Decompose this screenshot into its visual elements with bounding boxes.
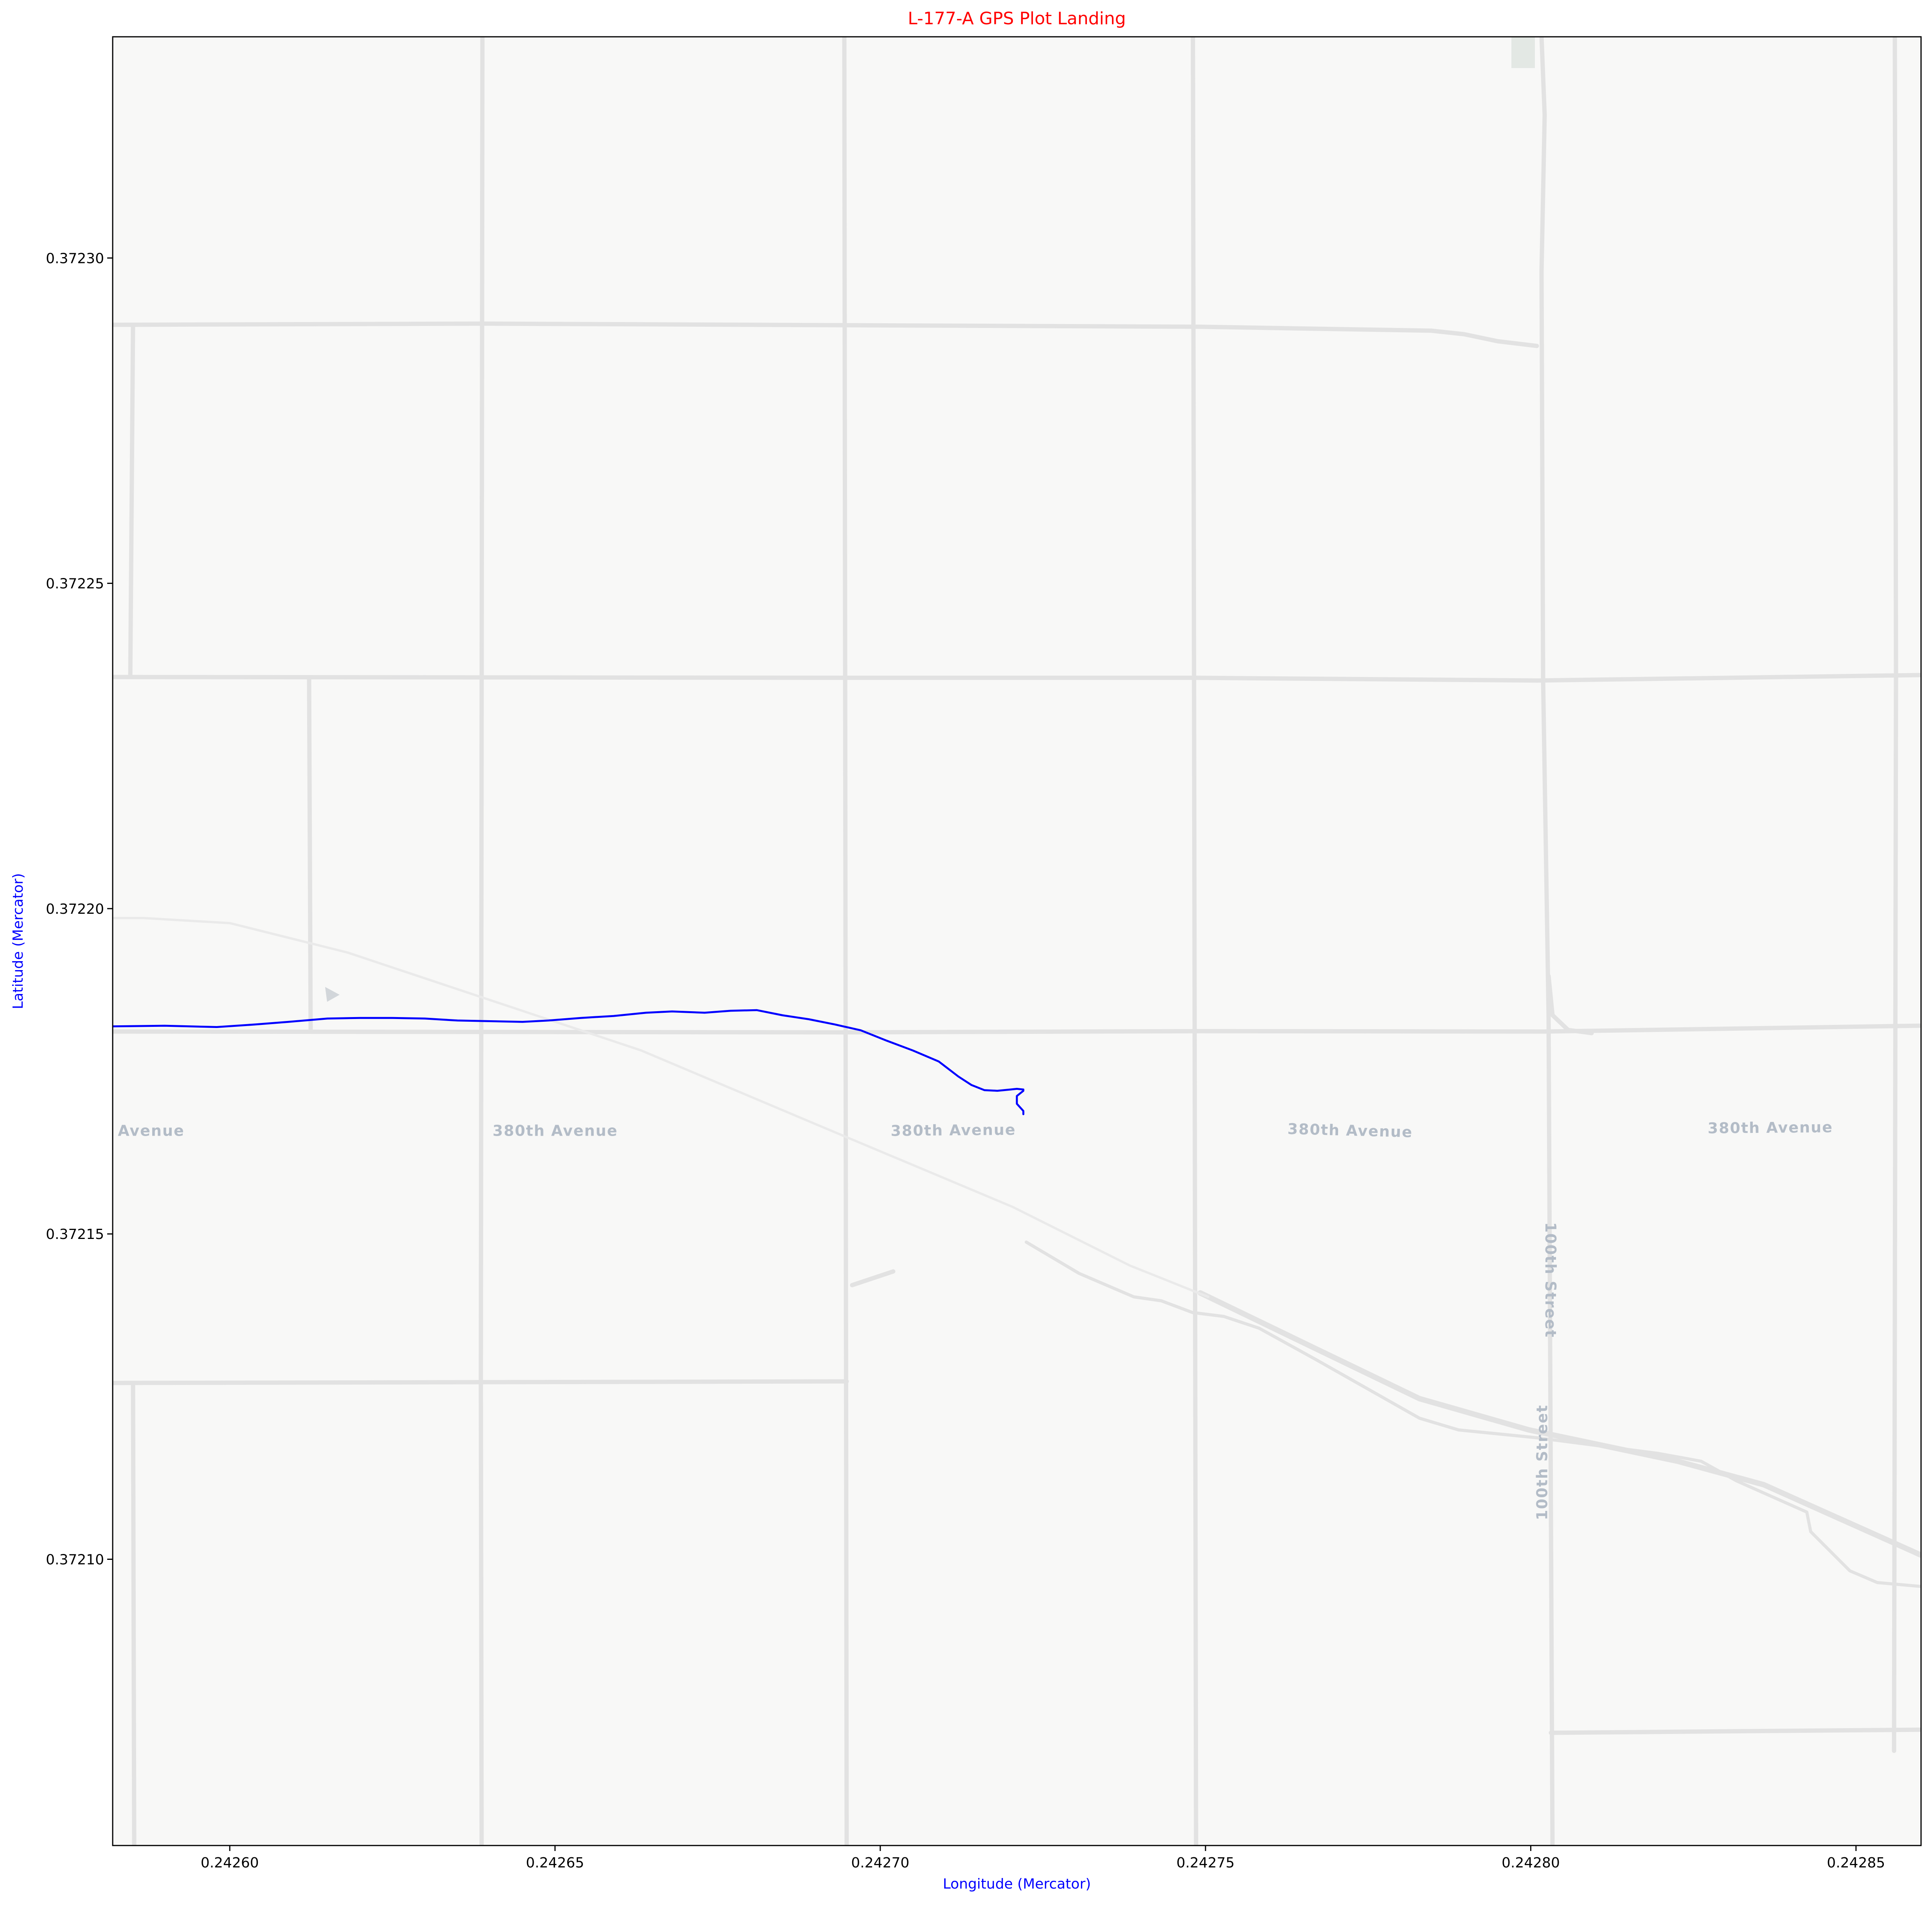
x-tick-label: 0.24275 (1176, 1855, 1235, 1871)
road-curve (1546, 974, 1594, 1035)
road-labels: Avenue 380th Avenue 380th Avenue 380th Aven… (118, 1118, 1833, 1520)
x-tick-label: 0.24270 (851, 1855, 909, 1871)
y-axis-ticks: 0.37210 0.37215 0.37220 0.37225 0.37230 (46, 250, 113, 1568)
road-short-segments (128, 322, 313, 1846)
road-label: Avenue (118, 1122, 184, 1140)
y-axis-label: Latitude (Mercator) (10, 873, 26, 1009)
road-column-3 (1191, 37, 1198, 1846)
park-area (1511, 37, 1535, 68)
map-plot-area: Avenue 380th Avenue 380th Avenue 380th Aven… (113, 37, 1921, 1846)
road-diagonal-south (1025, 1241, 1921, 1588)
road-label: 380th Avenue (890, 1121, 1016, 1140)
road-middle (113, 1023, 1921, 1035)
landmark-shape (325, 987, 340, 1002)
gps-track-line (113, 1009, 1025, 1115)
chart-title: L-177-A GPS Plot Landing (908, 9, 1126, 29)
x-axis-label: Longitude (Mercator) (943, 1876, 1091, 1892)
road-column-2 (842, 37, 849, 1846)
basemap-roads (113, 37, 1921, 1846)
x-tick-label: 0.24260 (201, 1855, 259, 1871)
road-380th-avenue (113, 673, 1921, 683)
road-stub (850, 1269, 896, 1287)
road-north (113, 321, 1539, 348)
road-label: 380th Avenue (1287, 1120, 1413, 1141)
y-tick-label: 0.37210 (46, 1552, 104, 1568)
y-tick-label: 0.37215 (46, 1226, 104, 1242)
plot-frame (112, 36, 1922, 1846)
x-tick-label: 0.24285 (1827, 1855, 1885, 1871)
road-label: 380th Avenue (1707, 1118, 1833, 1137)
road-label: 100th Street (1542, 1222, 1559, 1338)
y-tick-label: 0.37230 (46, 250, 104, 266)
x-tick-label: 0.24280 (1502, 1855, 1560, 1871)
y-tick-label: 0.37220 (46, 901, 104, 917)
road-label: 380th Avenue (493, 1122, 618, 1140)
x-axis-ticks: 0.24260 0.24265 0.24270 0.24275 0.24280 0.242… (201, 1846, 1885, 1871)
road-100th-street (1539, 37, 1555, 1846)
y-tick-label: 0.37225 (46, 576, 104, 592)
road-far-south (1549, 1727, 1921, 1735)
road-label: 100th Street (1534, 1404, 1551, 1520)
x-tick-label: 0.24265 (526, 1855, 584, 1871)
basemap-background (113, 37, 1921, 1846)
road-column-east (1892, 37, 1898, 1753)
road-column-1 (479, 37, 485, 1846)
